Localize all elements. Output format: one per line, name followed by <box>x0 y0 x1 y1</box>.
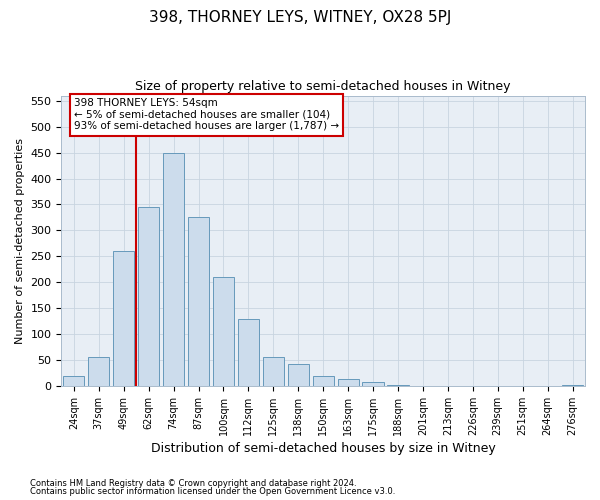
Bar <box>263 358 284 386</box>
Text: 398, THORNEY LEYS, WITNEY, OX28 5PJ: 398, THORNEY LEYS, WITNEY, OX28 5PJ <box>149 10 451 25</box>
Bar <box>138 207 159 386</box>
Bar <box>362 382 383 386</box>
X-axis label: Distribution of semi-detached houses by size in Witney: Distribution of semi-detached houses by … <box>151 442 496 455</box>
Text: Contains public sector information licensed under the Open Government Licence v3: Contains public sector information licen… <box>30 487 395 496</box>
Bar <box>63 376 85 386</box>
Bar <box>163 152 184 386</box>
Text: Contains HM Land Registry data © Crown copyright and database right 2024.: Contains HM Land Registry data © Crown c… <box>30 478 356 488</box>
Bar <box>113 251 134 386</box>
Bar <box>238 318 259 386</box>
Bar <box>88 358 109 386</box>
Bar <box>287 364 309 386</box>
Bar <box>388 385 409 386</box>
Bar <box>562 385 583 386</box>
Title: Size of property relative to semi-detached houses in Witney: Size of property relative to semi-detach… <box>136 80 511 93</box>
Bar <box>313 376 334 386</box>
Y-axis label: Number of semi-detached properties: Number of semi-detached properties <box>15 138 25 344</box>
Bar <box>338 379 359 386</box>
Text: 398 THORNEY LEYS: 54sqm
← 5% of semi-detached houses are smaller (104)
93% of se: 398 THORNEY LEYS: 54sqm ← 5% of semi-det… <box>74 98 339 132</box>
Bar <box>213 277 234 386</box>
Bar <box>188 218 209 386</box>
